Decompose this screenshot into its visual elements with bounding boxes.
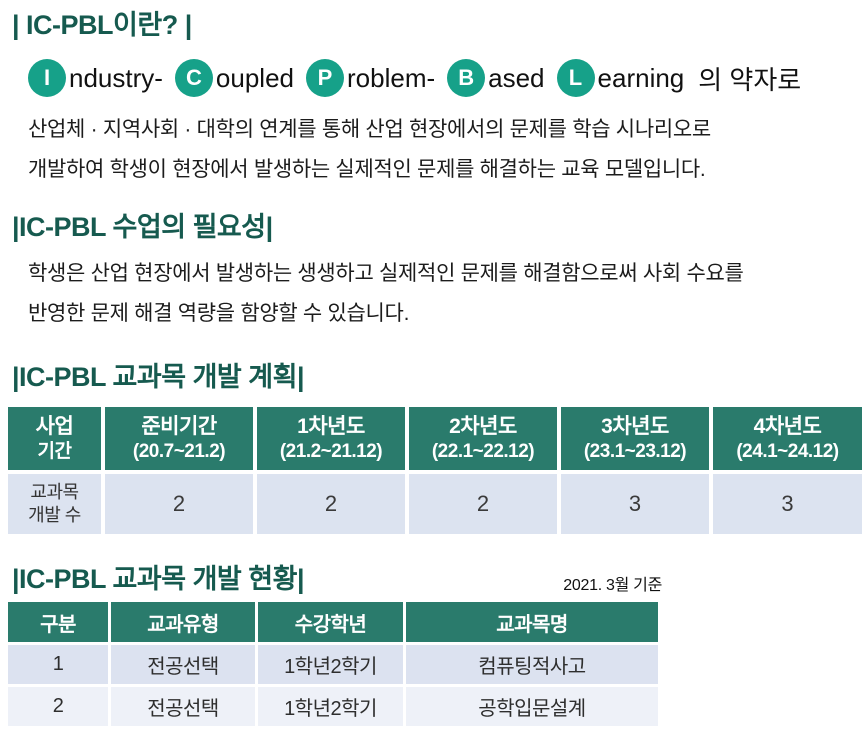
plan-header-cell-period: 사업 기간 [8,407,101,470]
acronym-word-learning: earning [597,62,685,93]
section-title-what-is-icpbl: | IC-PBL이란? | [12,10,192,40]
status-row2-course-type: 전공선택 [111,687,255,726]
section-title-necessity: |IC-PBL 수업의 필요성| [12,212,273,242]
status-row1-course-name: 컴퓨팅적사고 [406,645,658,684]
plan-header-cell-year4: 4차년도 (24.1~24.12) [713,407,862,470]
status-row1-no: 1 [8,645,108,684]
status-table: 구분 교과유형 수강학년 교과목명 1 전공선택 1학년2학기 컴퓨팅적사고 2… [8,602,658,726]
intro-paragraph: 산업체 · 지역사회 · 대학의 연계를 통해 산업 현장에서의 문제를 학습 … [28,110,858,190]
status-header-no: 구분 [8,602,108,642]
plan-header-cell-year3: 3차년도 (23.1~23.12) [561,407,709,470]
acronym-word-problem: roblem- [347,62,436,93]
plan-row-label: 교과목 개발 수 [8,474,101,534]
status-header-course-name: 교과목명 [406,602,658,642]
acronym-badge-i: I [28,59,66,97]
plan-value-year2: 2 [409,474,557,534]
acronym-badge-p: P [306,59,344,97]
status-row2-course-name: 공학입문설계 [406,687,658,726]
acronym-word-based: ased [488,62,545,93]
status-header-course-type: 교과유형 [111,602,255,642]
section-title-development-status: |IC-PBL 교과목 개발 현황| [12,564,305,594]
acronym-badge-b: B [447,59,486,97]
intro-paragraph-line-1: 산업체 · 지역사회 · 대학의 연계를 통해 산업 현장에서의 문제를 학습 … [28,118,711,141]
plan-table: 사업 기간 준비기간 (20.7~21.2) 1차년도 (21.2~21.12)… [8,407,862,534]
section-title-development-plan: |IC-PBL 교과목 개발 계획| [12,362,305,392]
plan-header-cell-year1: 1차년도 (21.2~21.12) [257,407,405,470]
necessity-paragraph: 학생은 산업 현장에서 발생하는 생생하고 실제적인 문제를 해결함으로써 사회… [28,254,858,334]
plan-value-year4: 3 [713,474,862,534]
plan-value-year3: 3 [561,474,709,534]
status-row1-course-type: 전공선택 [111,645,255,684]
acronym-word-industry: ndustry- [69,62,163,93]
necessity-paragraph-line-2: 반영한 문제 해결 역량을 함양할 수 있습니다. [28,302,410,325]
status-row2-no: 2 [8,687,108,726]
intro-paragraph-line-2: 개발하여 학생이 현장에서 발생하는 실제적인 문제를 해결하는 교육 모델입니… [28,158,706,181]
acronym-row: I ndustry- C oupled P roblem- B ased L e… [28,56,858,100]
as-of-date-label: 2021. 3월 기준 [563,577,662,594]
acronym-word-coupled: oupled [215,62,294,93]
necessity-paragraph-line-1: 학생은 산업 현장에서 발생하는 생생하고 실제적인 문제를 해결함으로써 사회… [28,262,744,285]
plan-value-prep: 2 [105,474,253,534]
status-row2-grade: 1학년2학기 [258,687,403,726]
plan-header-cell-prep: 준비기간 (20.7~21.2) [105,407,253,470]
status-row1-grade: 1학년2학기 [258,645,403,684]
status-heading-row: |IC-PBL 교과목 개발 현황| 2021. 3월 기준 [8,562,662,596]
acronym-suffix: 의 약자로 [698,64,802,95]
acronym-badge-l: L [556,59,595,97]
acronym-badge-c: C [174,59,213,97]
plan-header-cell-year2: 2차년도 (22.1~22.12) [409,407,557,470]
plan-value-year1: 2 [257,474,405,534]
status-header-grade: 수강학년 [258,602,403,642]
